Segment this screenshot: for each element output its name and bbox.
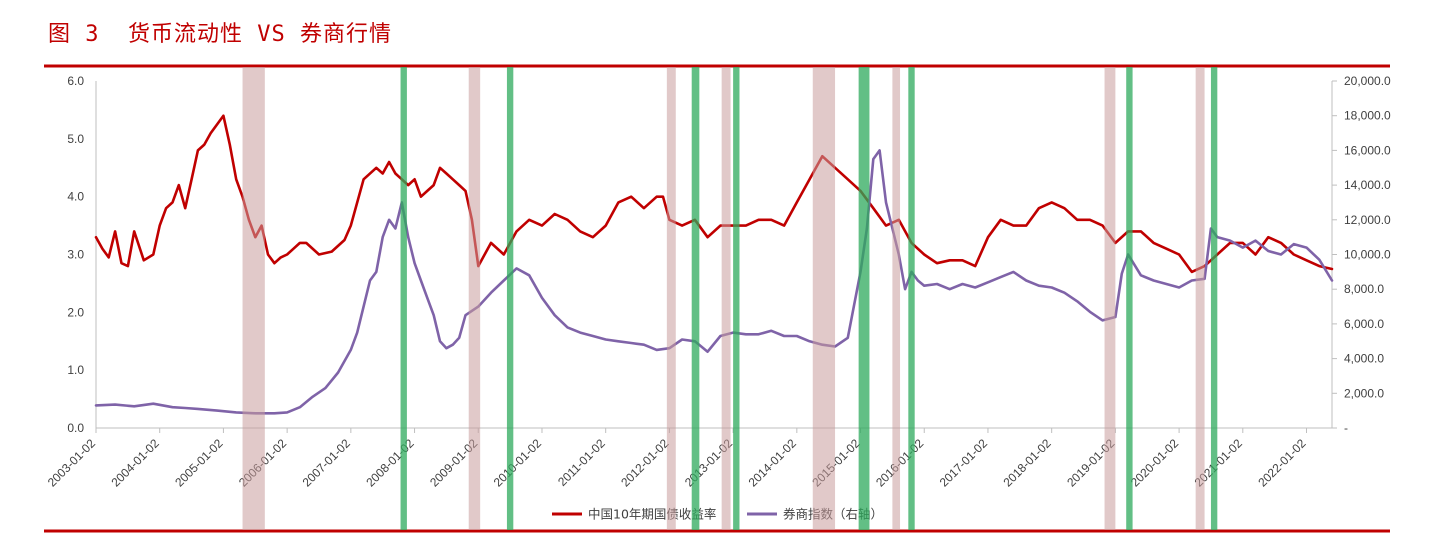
right-tick-label: 6,000.0	[1344, 317, 1384, 331]
x-tick-label: 2012-01-02	[618, 436, 672, 490]
left-tick-label: 1.0	[67, 363, 84, 377]
easing-band	[506, 67, 514, 530]
tightening-band	[892, 67, 901, 530]
left-tick-label: 3.0	[67, 248, 84, 262]
series-line-1	[94, 114, 1334, 274]
x-tick-label: 2007-01-02	[300, 436, 354, 490]
easing-band	[691, 67, 700, 530]
x-tick-label: 2014-01-02	[746, 436, 800, 490]
right-tick-label: 20,000.0	[1344, 74, 1391, 88]
tightening-band	[666, 67, 676, 530]
series-line-2	[94, 149, 1334, 415]
x-tick-label: 2022-01-02	[1255, 436, 1309, 490]
easing-band	[733, 67, 740, 530]
right-tick-label: 18,000.0	[1344, 109, 1391, 123]
tightening-band	[721, 67, 731, 530]
easing-band	[908, 67, 915, 530]
right-tick-label: 10,000.0	[1344, 248, 1391, 262]
x-tick-label: 2011-01-02	[555, 436, 608, 489]
x-tick-label: 2017-01-02	[937, 436, 991, 490]
tightening-band	[1104, 67, 1116, 530]
legend-label-1: 中国10年期国债收益率	[588, 507, 716, 522]
right-tick-label: 4,000.0	[1344, 352, 1384, 366]
x-tick-label: 2008-01-02	[363, 436, 417, 490]
right-tick-label: -	[1344, 421, 1348, 435]
easing-band	[1126, 67, 1133, 530]
right-tick-label: 12,000.0	[1344, 213, 1391, 227]
tightening-band	[468, 67, 481, 530]
right-tick-label: 8,000.0	[1344, 282, 1384, 296]
left-tick-label: 6.0	[67, 74, 84, 88]
figure-title-text: 货币流动性 VS 券商行情	[128, 22, 392, 47]
figure-title: 图 3 货币流动性 VS 券商行情	[48, 16, 392, 48]
easing-band	[1210, 67, 1218, 530]
x-tick-label: 2020-01-02	[1128, 436, 1182, 490]
tightening-band	[1195, 67, 1205, 530]
right-tick-label: 16,000.0	[1344, 143, 1391, 157]
x-tick-label: 2004-01-02	[109, 436, 163, 490]
left-tick-label: 5.0	[67, 132, 84, 146]
right-tick-label: 14,000.0	[1344, 178, 1391, 192]
x-tick-label: 2005-01-02	[172, 436, 226, 490]
x-tick-label: 2003-01-02	[45, 436, 99, 490]
x-tick-label: 2018-01-02	[1000, 436, 1054, 490]
easing-band	[400, 67, 407, 530]
left-tick-label: 0.0	[67, 421, 84, 435]
tightening-band	[242, 67, 265, 530]
left-tick-label: 4.0	[67, 190, 84, 204]
right-tick-label: 2,000.0	[1344, 386, 1384, 400]
left-tick-label: 2.0	[67, 305, 84, 319]
easing-band	[858, 67, 870, 530]
series-group	[94, 114, 1334, 415]
figure-label: 图 3	[48, 22, 100, 47]
shaded-bands	[242, 67, 1218, 530]
tightening-band	[812, 67, 836, 530]
x-tick-label: 2010-01-02	[491, 436, 545, 490]
